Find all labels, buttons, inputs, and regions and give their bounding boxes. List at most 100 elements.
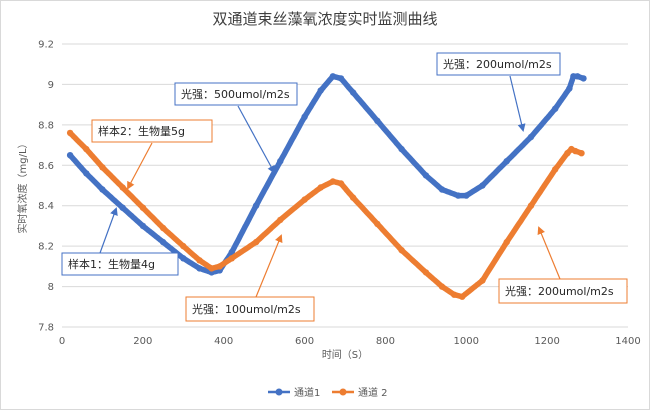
data-point xyxy=(552,105,559,112)
annotation-arrow xyxy=(127,142,153,190)
annotation-arrow xyxy=(255,234,283,298)
data-point xyxy=(159,224,167,232)
y-tick-label: 9.2 xyxy=(38,40,54,51)
data-point xyxy=(574,73,581,80)
data-point xyxy=(228,255,235,262)
data-point xyxy=(317,184,324,191)
data-point xyxy=(196,265,203,272)
chart-title: 双通道束丝藻氧浓度实时监测曲线 xyxy=(212,10,437,28)
series-line-1 xyxy=(67,73,587,276)
data-point xyxy=(83,145,90,153)
data-point xyxy=(252,238,260,246)
data-point xyxy=(374,117,381,125)
data-point xyxy=(398,145,405,153)
data-point xyxy=(329,178,337,185)
y-tick-label: 7.8 xyxy=(38,323,54,334)
data-point xyxy=(66,152,74,159)
data-point xyxy=(252,202,260,209)
data-point xyxy=(301,196,308,203)
data-point xyxy=(451,291,458,298)
data-point xyxy=(572,147,579,155)
legend-marker xyxy=(339,388,347,396)
annotation-sample2: 样本2：生物量5g xyxy=(91,119,213,190)
annotation-box xyxy=(185,296,315,322)
data-point xyxy=(349,194,357,201)
series-points-2 xyxy=(66,129,585,300)
data-point xyxy=(329,73,337,80)
data-point xyxy=(564,150,571,157)
data-point xyxy=(422,269,430,276)
data-point xyxy=(99,186,106,193)
data-point xyxy=(479,182,486,189)
x-tick-label: 1000 xyxy=(454,336,479,347)
y-tick-label: 8.4 xyxy=(38,201,54,212)
annotation-text: 光强：200umol/m2s xyxy=(505,284,614,298)
data-point xyxy=(438,186,446,193)
data-point xyxy=(479,277,486,284)
legend-item-channel2[interactable]: 通道 2 xyxy=(332,386,388,399)
annotation-box xyxy=(61,252,179,276)
y-tick-label: 8.8 xyxy=(38,120,54,131)
data-point xyxy=(196,257,203,264)
data-point xyxy=(552,166,559,173)
x-tick-label: 800 xyxy=(376,336,395,347)
data-point xyxy=(374,220,381,228)
data-point xyxy=(66,129,74,137)
y-axis-ticks: 7.8 8 8.2 8.4 8.6 8.8 9 9.2 xyxy=(38,40,54,334)
x-axis-title: 时间（S） xyxy=(322,348,368,361)
data-point xyxy=(139,222,147,230)
x-tick-label: 1200 xyxy=(534,336,559,347)
data-point xyxy=(180,255,187,262)
x-tick-label: 0 xyxy=(59,336,65,347)
series-line-2 xyxy=(67,130,585,300)
legend-label: 通道1 xyxy=(294,386,320,399)
annotation-arrow xyxy=(509,75,526,132)
data-point xyxy=(139,204,147,211)
annotation-text: 光强：500umol/m2s xyxy=(181,87,290,101)
data-point xyxy=(578,150,585,157)
data-point xyxy=(228,249,235,256)
data-point xyxy=(566,85,573,92)
data-point xyxy=(337,75,345,82)
x-tick-label: 400 xyxy=(214,336,233,347)
y-tick-label: 8.2 xyxy=(38,242,54,253)
data-point xyxy=(503,158,510,165)
y-axis-title: 实时氧浓度（mg/L） xyxy=(16,138,29,233)
annotation-100-light: 光强：100umol/m2s xyxy=(185,234,315,322)
data-point xyxy=(119,204,126,211)
annotation-text: 样本2：生物量5g xyxy=(98,124,185,138)
annotation-arrow xyxy=(99,207,118,254)
x-tick-label: 200 xyxy=(133,336,152,347)
annotation-box xyxy=(91,119,213,143)
y-tick-label: 9 xyxy=(48,80,54,91)
data-point xyxy=(580,75,587,82)
x-tick-label: 1400 xyxy=(615,336,640,347)
data-point xyxy=(277,158,284,165)
data-point xyxy=(459,293,466,300)
legend-item-channel1[interactable]: 通道1 xyxy=(268,386,320,399)
annotation-box xyxy=(436,52,561,76)
legend-marker xyxy=(275,388,283,396)
data-point xyxy=(438,283,446,290)
annotation-text: 光强：100umol/m2s xyxy=(192,302,301,316)
annotation-text: 光强：200umol/m2s xyxy=(443,57,552,71)
x-axis-ticks: 0 200 400 600 800 1000 1200 1400 xyxy=(59,336,641,347)
data-point xyxy=(317,87,324,94)
data-point xyxy=(398,247,405,254)
annotation-text: 样本1：生物量4g xyxy=(68,257,155,271)
data-point xyxy=(503,238,510,246)
annotation-200-light-lower: 光强：200umol/m2s xyxy=(498,226,628,304)
legend-label: 通道 2 xyxy=(358,386,388,399)
annotation-box xyxy=(174,82,298,106)
data-point xyxy=(208,265,215,272)
data-point xyxy=(277,216,284,224)
data-point xyxy=(455,192,462,199)
y-tick-label: 8.6 xyxy=(38,161,54,172)
annotation-500-light: 光强：500umol/m2s xyxy=(174,82,298,174)
x-tick-label: 600 xyxy=(295,336,314,347)
annotation-box xyxy=(498,278,628,304)
y-tick-label: 8 xyxy=(48,282,54,293)
data-point xyxy=(99,164,106,171)
annotation-arrow xyxy=(537,226,561,280)
